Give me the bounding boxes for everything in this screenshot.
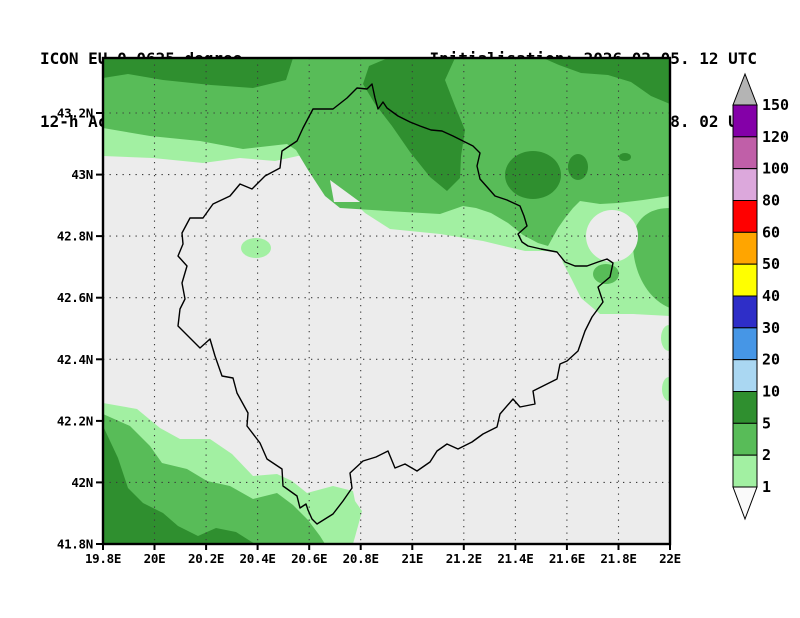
lon-tick-label: 20.4E bbox=[240, 551, 276, 566]
precip-2-5-east-blob bbox=[632, 208, 670, 308]
axis-ticks bbox=[96, 112, 671, 550]
colorbar-label: 10 bbox=[762, 383, 780, 401]
colorbar-label: 20 bbox=[762, 351, 780, 369]
colorbar-label: 50 bbox=[762, 255, 780, 273]
colorbar-label: 80 bbox=[762, 192, 780, 210]
colorbar-under-arrow bbox=[732, 486, 758, 521]
colorbar-cell bbox=[732, 391, 758, 424]
lon-tick-label: 21.8E bbox=[600, 551, 636, 566]
map-frame bbox=[101, 56, 672, 546]
precip-5-10-blob-b bbox=[568, 154, 588, 180]
colorbar-label: 2 bbox=[762, 446, 771, 464]
lat-tick-label: 43.2N bbox=[57, 106, 93, 121]
colorbar-cell bbox=[732, 200, 758, 233]
precip-1-2-spot-central bbox=[241, 238, 271, 258]
lon-tick-label: 21.2E bbox=[446, 551, 482, 566]
precip-5-10-diagonal-band bbox=[363, 58, 465, 191]
colorbar-label: 60 bbox=[762, 223, 780, 241]
colorbar-canvas: 150 120 100 80 60 50 40 30 20 10 5 2 1 bbox=[732, 72, 789, 521]
lon-tick-label: 20.2E bbox=[188, 551, 224, 566]
lat-tick-label: 42.2N bbox=[57, 413, 93, 428]
colorbar-cell bbox=[732, 327, 758, 361]
lat-tick-label: 43N bbox=[71, 167, 93, 182]
lon-tick-label: 20.6E bbox=[291, 551, 327, 566]
colorbar-label: 5 bbox=[762, 414, 771, 432]
colorbar-cell bbox=[732, 295, 758, 329]
colorbar-cell bbox=[732, 136, 758, 170]
country-border bbox=[177, 83, 614, 525]
colorbar-label: 40 bbox=[762, 287, 780, 305]
colorbar-label: 30 bbox=[762, 319, 780, 337]
lat-tick-label: 42.4N bbox=[57, 352, 93, 367]
precip-5-10-north-west-band bbox=[103, 58, 293, 88]
precip-5-10-speck bbox=[619, 153, 631, 161]
colorbar-cell bbox=[732, 231, 758, 265]
lat-tick-label: 42.8N bbox=[57, 229, 93, 244]
precip-2-5-east-small bbox=[593, 264, 619, 284]
precipitation-map: 19.8E 20E 20.2E 20.4E 20.6E 20.8E 21E 21.2E 21.4… bbox=[0, 50, 800, 580]
colorbar-label: 1 bbox=[762, 478, 771, 496]
lat-tick-label: 42N bbox=[71, 475, 93, 490]
colorbar-cell bbox=[732, 263, 758, 297]
lon-tick-label: 19.8E bbox=[85, 551, 121, 566]
colorbar-cell bbox=[732, 168, 758, 201]
lon-tick-label: 22E bbox=[659, 551, 681, 566]
lat-tick-label: 42.6N bbox=[57, 290, 93, 305]
lon-tick-label: 21E bbox=[401, 551, 423, 566]
precip-2-5-north bbox=[103, 58, 670, 246]
precip-1-2-east-sliver-a bbox=[661, 325, 670, 351]
colorbar-cell bbox=[732, 422, 758, 456]
dry-hole-east bbox=[586, 210, 638, 262]
lat-tick-label: 41.8N bbox=[57, 537, 93, 552]
dry-wedge-west-of-border bbox=[330, 180, 360, 202]
colorbar-label: 150 bbox=[762, 96, 789, 114]
colorbar-cell bbox=[732, 359, 758, 392]
precip-5-10-southwest-corner bbox=[103, 426, 255, 544]
colorbar: 150 120 100 80 60 50 40 30 20 10 5 2 1 bbox=[726, 68, 800, 538]
lon-tick-label: 21.4E bbox=[497, 551, 533, 566]
precip-1-2-east-sliver-b bbox=[662, 377, 670, 401]
colorbar-label: 120 bbox=[762, 128, 789, 146]
colorbar-label: 100 bbox=[762, 160, 789, 178]
lon-tick-label: 20.8E bbox=[343, 551, 379, 566]
map-canvas: 19.8E 20E 20.2E 20.4E 20.6E 20.8E 21E 21.2E 21.4… bbox=[57, 56, 681, 566]
colorbar-cell bbox=[732, 104, 758, 138]
colorbar-over-arrow bbox=[732, 72, 758, 106]
lon-tick-label: 21.6E bbox=[549, 551, 585, 566]
colorbar-cell bbox=[732, 454, 758, 488]
precip-5-10-north-east-band bbox=[543, 58, 670, 104]
contour-layer bbox=[103, 58, 670, 544]
lon-tick-label: 20E bbox=[144, 551, 166, 566]
